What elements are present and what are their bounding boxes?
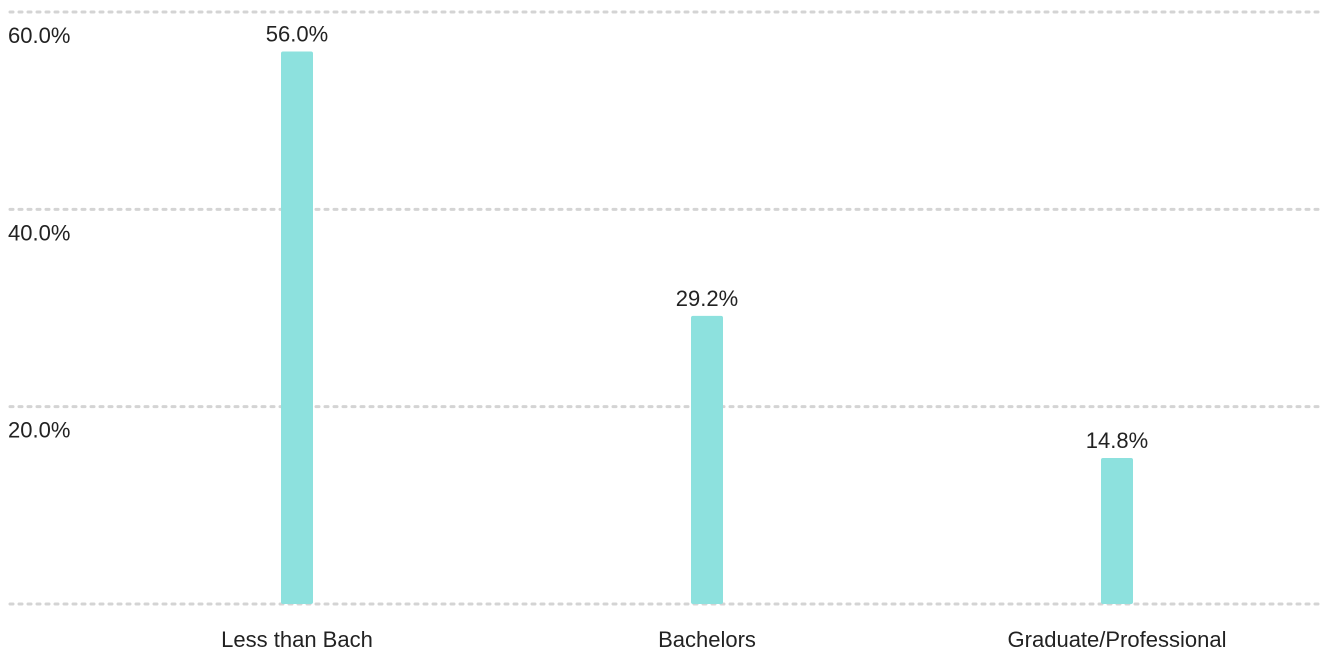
value-label: 29.2% xyxy=(676,286,738,311)
y-tick-label: 60.0% xyxy=(8,23,70,48)
value-labels: 56.0% 29.2% 14.8% xyxy=(266,21,1148,453)
y-tick-label: 40.0% xyxy=(8,220,70,245)
x-tick-label: Bachelors xyxy=(658,627,756,652)
bars xyxy=(281,51,1133,604)
x-tick-label: Graduate/Professional xyxy=(1008,627,1227,652)
value-label: 14.8% xyxy=(1086,428,1148,453)
bar xyxy=(691,315,723,604)
bar xyxy=(1101,457,1133,604)
x-axis-category-labels: Less than Bach Bachelors Graduate/Professi… xyxy=(221,627,1226,652)
y-axis-tick-labels: 20.0% 40.0% 60.0% xyxy=(8,23,70,443)
value-label: 56.0% xyxy=(266,21,328,46)
gridlines xyxy=(8,10,1322,606)
y-tick-label: 20.0% xyxy=(8,418,70,443)
x-tick-label: Less than Bach xyxy=(221,627,373,652)
bar xyxy=(281,51,313,604)
